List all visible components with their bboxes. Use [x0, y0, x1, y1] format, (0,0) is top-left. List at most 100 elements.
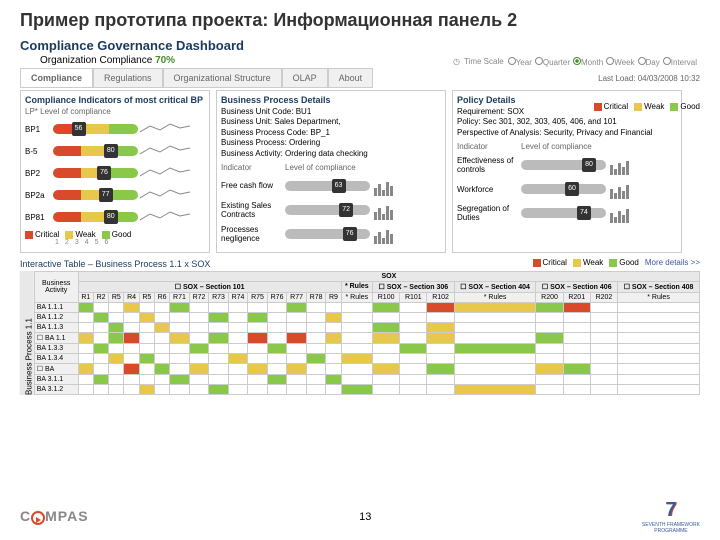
matrix-cell[interactable] [454, 343, 536, 353]
matrix-cell[interactable] [373, 363, 400, 374]
matrix-cell[interactable] [124, 353, 139, 363]
matrix-cell[interactable] [618, 322, 700, 332]
matrix-cell[interactable] [228, 384, 248, 394]
matrix-cell[interactable] [248, 332, 268, 343]
matrix-cell[interactable] [228, 374, 248, 384]
matrix-cell[interactable] [109, 312, 124, 322]
matrix-cell[interactable] [78, 332, 93, 343]
matrix-cell[interactable] [139, 374, 154, 384]
matrix-cell[interactable] [454, 312, 536, 322]
matrix-cell[interactable] [287, 322, 307, 332]
matrix-cell[interactable] [341, 322, 372, 332]
matrix-cell[interactable] [341, 312, 372, 322]
matrix-cell[interactable] [618, 332, 700, 343]
matrix-cell[interactable] [78, 302, 93, 312]
matrix-cell[interactable] [454, 332, 536, 343]
matrix-cell[interactable] [209, 312, 229, 322]
matrix-cell[interactable] [139, 312, 154, 322]
matrix-cell[interactable] [326, 332, 341, 343]
matrix-cell[interactable] [209, 363, 229, 374]
matrix-cell[interactable] [618, 384, 700, 394]
matrix-cell[interactable] [93, 384, 108, 394]
matrix-cell[interactable] [618, 312, 700, 322]
matrix-cell[interactable] [154, 302, 169, 312]
matrix-cell[interactable] [373, 353, 400, 363]
matrix-cell[interactable] [454, 322, 536, 332]
matrix-cell[interactable] [170, 374, 190, 384]
time-radio-month[interactable] [573, 57, 581, 65]
matrix-cell[interactable] [536, 343, 563, 353]
matrix-cell[interactable] [170, 353, 190, 363]
matrix-cell[interactable] [326, 322, 341, 332]
matrix-cell[interactable] [189, 384, 209, 394]
matrix-cell[interactable] [287, 363, 307, 374]
matrix-cell[interactable] [287, 353, 307, 363]
matrix-cell[interactable] [590, 353, 617, 363]
matrix-cell[interactable] [139, 353, 154, 363]
matrix-cell[interactable] [326, 312, 341, 322]
matrix-cell[interactable] [93, 343, 108, 353]
matrix-cell[interactable] [536, 312, 563, 322]
matrix-cell[interactable] [170, 343, 190, 353]
matrix-cell[interactable] [189, 363, 209, 374]
matrix-cell[interactable] [454, 302, 536, 312]
matrix-cell[interactable] [248, 353, 268, 363]
matrix-cell[interactable] [248, 384, 268, 394]
matrix-cell[interactable] [93, 363, 108, 374]
matrix-cell[interactable] [267, 374, 287, 384]
matrix-cell[interactable] [109, 322, 124, 332]
section-header[interactable]: ☐ SOX – Section 306 [373, 281, 455, 292]
matrix-cell[interactable] [93, 322, 108, 332]
matrix-cell[interactable] [563, 312, 590, 322]
matrix-cell[interactable] [154, 343, 169, 353]
matrix-cell[interactable] [536, 322, 563, 332]
matrix-cell[interactable] [618, 374, 700, 384]
matrix-cell[interactable] [341, 363, 372, 374]
matrix-cell[interactable] [373, 374, 400, 384]
tab-organizational-structure[interactable]: Organizational Structure [163, 68, 282, 88]
matrix-cell[interactable] [248, 302, 268, 312]
matrix-cell[interactable] [618, 302, 700, 312]
matrix-cell[interactable] [306, 363, 326, 374]
row-label[interactable]: ☐ BA [34, 363, 78, 374]
matrix-cell[interactable] [267, 322, 287, 332]
matrix-cell[interactable] [590, 374, 617, 384]
tab-regulations[interactable]: Regulations [93, 68, 163, 88]
row-label[interactable]: BA 1.3.3 [34, 343, 78, 353]
matrix-cell[interactable] [618, 353, 700, 363]
section-header[interactable]: ☐ SOX – Section 406 [536, 281, 618, 292]
matrix-cell[interactable] [209, 384, 229, 394]
matrix-cell[interactable] [373, 312, 400, 322]
matrix-cell[interactable] [228, 312, 248, 322]
matrix-cell[interactable] [170, 332, 190, 343]
matrix-cell[interactable] [590, 322, 617, 332]
matrix-cell[interactable] [267, 302, 287, 312]
matrix-cell[interactable] [170, 312, 190, 322]
matrix-cell[interactable] [139, 343, 154, 353]
section-header[interactable]: ☐ SOX – Section 404 [454, 281, 536, 292]
section-header[interactable]: ☐ SOX – Section 408 [618, 281, 700, 292]
matrix-cell[interactable] [139, 363, 154, 374]
matrix-cell[interactable] [427, 302, 454, 312]
time-radio-interval[interactable] [663, 57, 671, 65]
matrix-cell[interactable] [228, 343, 248, 353]
row-label[interactable]: BA 1.1.2 [34, 312, 78, 322]
matrix-cell[interactable] [341, 384, 372, 394]
row-label[interactable]: BA 3.1.1 [34, 374, 78, 384]
matrix-cell[interactable] [248, 343, 268, 353]
matrix-cell[interactable] [78, 363, 93, 374]
matrix-cell[interactable] [400, 343, 427, 353]
matrix-cell[interactable] [590, 363, 617, 374]
matrix-cell[interactable] [170, 363, 190, 374]
matrix-cell[interactable] [124, 312, 139, 322]
matrix-cell[interactable] [267, 343, 287, 353]
matrix-cell[interactable] [341, 374, 372, 384]
matrix-cell[interactable] [373, 302, 400, 312]
matrix-cell[interactable] [563, 332, 590, 343]
matrix-cell[interactable] [154, 312, 169, 322]
matrix-cell[interactable] [287, 302, 307, 312]
matrix-cell[interactable] [154, 332, 169, 343]
matrix-cell[interactable] [109, 363, 124, 374]
matrix-cell[interactable] [454, 363, 536, 374]
matrix-cell[interactable] [400, 363, 427, 374]
